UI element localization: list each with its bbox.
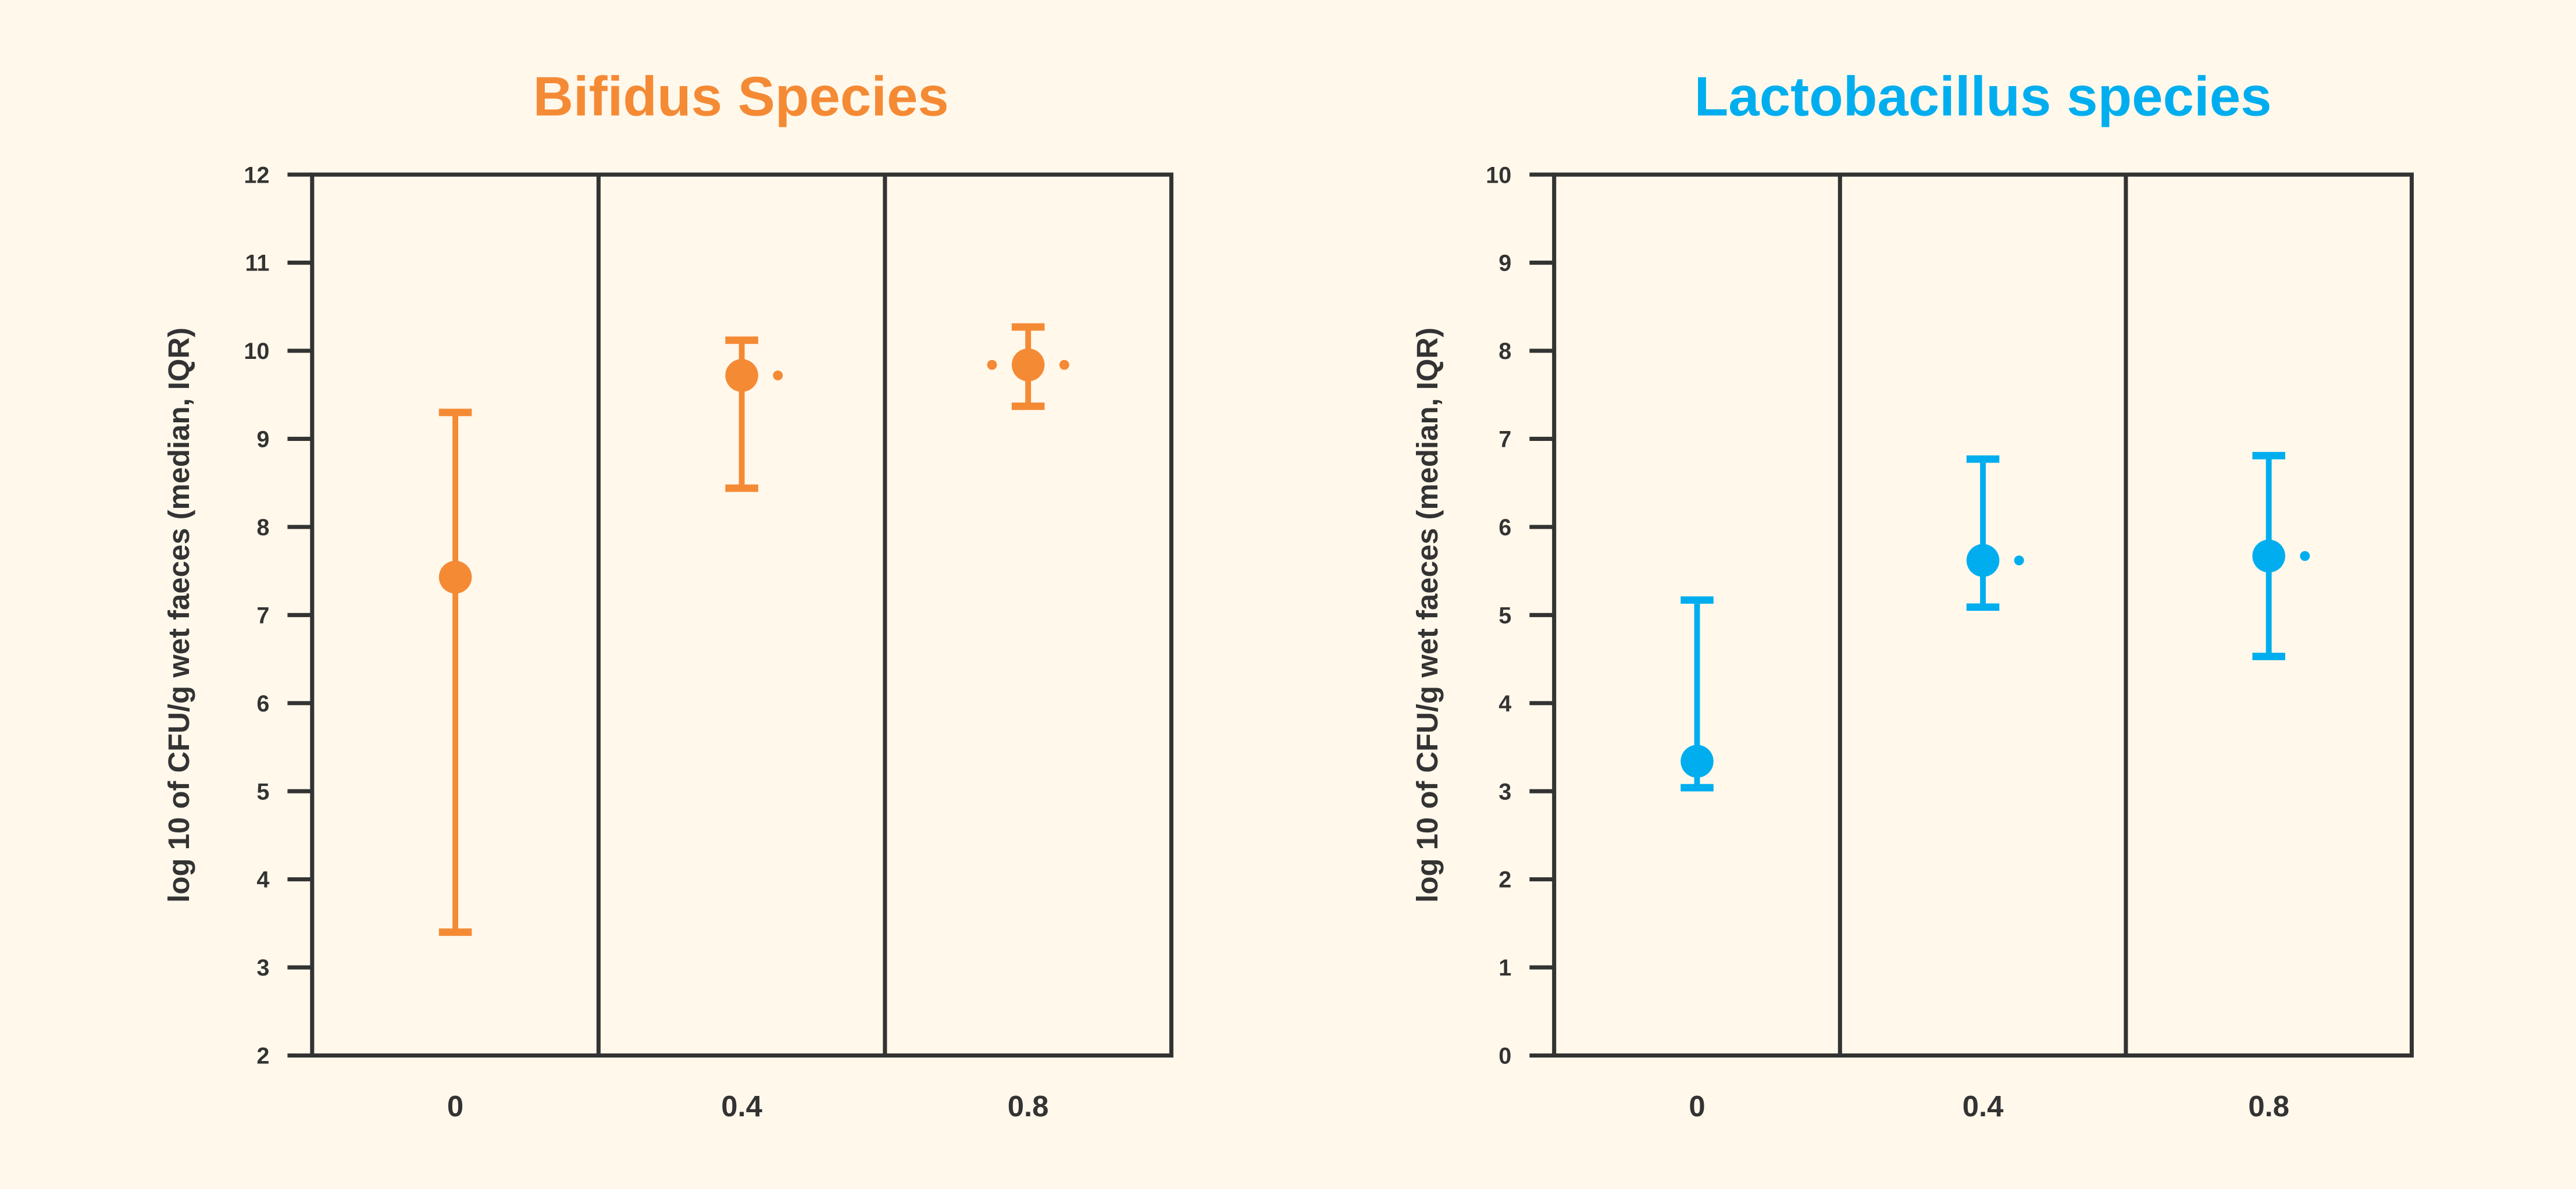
y-tick-label: 6 <box>1498 515 1511 540</box>
x-tick-label: 0.4 <box>721 1090 762 1123</box>
median-point <box>438 560 472 594</box>
y-tick-label: 7 <box>256 603 269 628</box>
y-tick-label: 10 <box>244 339 269 364</box>
y-tick-label: 1 <box>1498 955 1511 981</box>
significance-dot <box>987 359 997 370</box>
y-tick-label: 3 <box>1498 779 1511 804</box>
y-tick-label: 6 <box>256 691 269 717</box>
y-tick-label: 9 <box>256 427 269 453</box>
y-tick-label: 4 <box>256 867 269 893</box>
y-tick-label: 11 <box>245 251 270 276</box>
y-tick-label: 2 <box>256 1044 269 1069</box>
median-point <box>1681 745 1714 778</box>
median-point <box>1011 348 1045 382</box>
y-tick-label: 5 <box>1498 603 1511 628</box>
x-tick-label: 0 <box>1689 1090 1705 1123</box>
y-axis-label: log 10 of CFU/g wet faeces (median, IQR) <box>1411 327 1444 903</box>
significance-dot <box>773 370 783 380</box>
median-point <box>2252 539 2285 573</box>
chart-title: Lactobacillus species <box>1694 65 2272 127</box>
x-tick-label: 0.8 <box>2248 1090 2289 1123</box>
x-tick-label: 0 <box>447 1090 463 1123</box>
y-tick-label: 8 <box>256 515 269 540</box>
y-tick-label: 8 <box>1498 339 1511 364</box>
significance-dot <box>2300 551 2310 561</box>
significance-dot <box>2014 555 2024 565</box>
median-point <box>1966 544 2000 577</box>
median-point <box>725 359 758 392</box>
y-tick-label: 3 <box>256 955 269 981</box>
panel-bifidus: Bifidus Species 2 3 4 5 6 7 8 9 10 11 12 log 10 of C… <box>162 65 1173 1123</box>
chart-title: Bifidus Species <box>533 65 949 127</box>
y-axis-label: log 10 of CFU/g wet faeces (median, IQR) <box>162 327 195 903</box>
significance-dot <box>1059 359 1069 370</box>
x-tick-label: 0.4 <box>1963 1090 2004 1123</box>
y-tick-label: 5 <box>256 779 269 804</box>
y-tick-label: 9 <box>1498 251 1511 276</box>
y-tick-label: 7 <box>1498 427 1511 453</box>
y-tick-label: 0 <box>1498 1044 1511 1069</box>
y-tick-label: 2 <box>1498 867 1511 893</box>
x-tick-label: 0.8 <box>1008 1090 1049 1123</box>
y-tick-label: 12 <box>244 162 269 188</box>
y-tick-label: 4 <box>1498 691 1511 717</box>
panel-lactobacillus: Lactobacillus species 0 1 2 3 4 5 6 7 8 9 10 log 10 … <box>1411 65 2414 1123</box>
y-tick-label: 10 <box>1486 162 1511 188</box>
